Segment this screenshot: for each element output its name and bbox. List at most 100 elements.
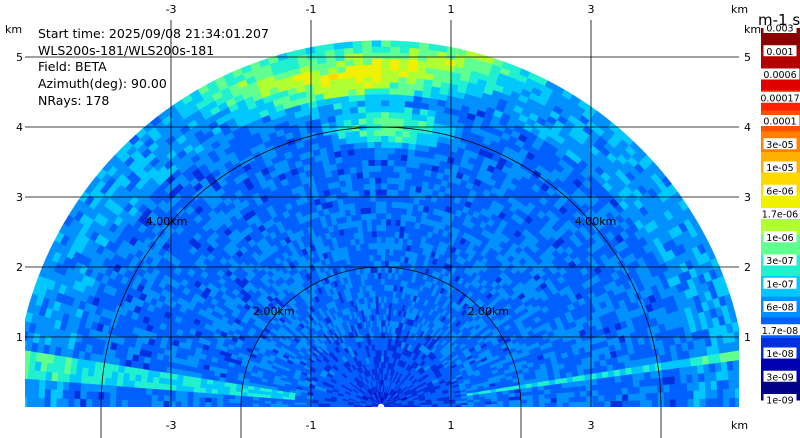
heatmap-cell	[380, 379, 383, 386]
heatmap-cell	[353, 142, 361, 150]
heatmap-cell	[223, 386, 231, 392]
heatmap-cell	[386, 284, 391, 292]
heatmap-cell	[662, 376, 670, 386]
heatmap-cell	[395, 207, 403, 215]
heatmap-cell	[258, 397, 266, 402]
heatmap-cell	[398, 231, 405, 239]
heatmap-cell	[393, 237, 400, 244]
heatmap-cell	[574, 401, 581, 407]
heatmap-cell	[228, 402, 236, 407]
heatmap-cell	[380, 308, 384, 315]
heatmap-cell	[380, 218, 387, 226]
heatmap-cell	[380, 254, 386, 262]
heatmap-cell	[234, 395, 242, 400]
heatmap-cell	[550, 397, 558, 403]
heatmap-cell	[380, 206, 387, 214]
heatmap-cell	[357, 183, 365, 191]
heatmap-cell	[380, 290, 385, 297]
heatmap-cell	[397, 237, 404, 245]
heatmap-cell	[343, 119, 352, 127]
heatmap-cell	[586, 395, 593, 402]
heatmap-cell	[380, 361, 384, 369]
heatmap-cell	[509, 403, 516, 407]
heatmap-cell	[343, 173, 352, 181]
heatmap-cell	[216, 402, 224, 407]
heatmap-cell	[626, 373, 634, 382]
heatmap-cell	[491, 400, 498, 405]
heatmap-cell	[407, 196, 415, 204]
heatmap-cell	[380, 260, 386, 267]
heatmap-cell	[383, 343, 388, 351]
heatmap-cell	[374, 290, 379, 297]
heatmap-cell	[359, 201, 366, 209]
heatmap-cell	[390, 219, 396, 226]
heatmap-cell	[216, 393, 224, 399]
heatmap-cell	[415, 137, 424, 146]
heatmap-cell	[128, 373, 136, 382]
heatmap-cell	[375, 218, 382, 226]
heatmap-cell	[366, 141, 375, 149]
heatmap-cell	[199, 382, 207, 389]
heatmap-cell	[133, 387, 141, 395]
heatmap-cell	[175, 390, 183, 397]
heatmap-cell	[574, 391, 581, 398]
heatmap-cell	[264, 400, 271, 405]
heatmap-cell	[380, 296, 385, 303]
heatmap-cell	[380, 129, 389, 137]
heatmap-cell	[368, 171, 376, 178]
heatmap-cell	[402, 118, 412, 126]
heatmap-cell	[399, 219, 406, 227]
heatmap-cell	[369, 195, 376, 202]
heatmap-cell	[121, 393, 129, 401]
heatmap-cell	[650, 377, 658, 386]
heatmap-cell	[345, 185, 353, 193]
heatmap-cell	[383, 349, 388, 357]
heatmap-cell	[377, 278, 382, 285]
heatmap-cell	[401, 202, 409, 210]
heatmap-cell	[366, 219, 372, 226]
heatmap-cell	[372, 248, 378, 256]
heatmap-cell	[526, 398, 534, 404]
heatmap-cell	[538, 402, 546, 407]
heatmap-cell	[375, 189, 382, 196]
heatmap-cell	[405, 166, 413, 174]
heatmap-cell	[169, 401, 176, 407]
heatmap-cell	[626, 380, 634, 388]
heatmap-cell	[360, 213, 367, 221]
heatmap-cell	[170, 373, 178, 381]
heatmap-cell	[317, 400, 325, 405]
heatmap-cell	[633, 393, 641, 401]
heatmap-cell	[402, 130, 411, 138]
heatmap-cell	[252, 403, 259, 407]
heatmap-cell	[246, 403, 253, 407]
heatmap-cell	[350, 178, 358, 186]
heatmap-cell	[497, 403, 504, 407]
heatmap-cell	[234, 391, 242, 397]
heatmap-cell	[386, 177, 394, 184]
heatmap-cell	[140, 375, 148, 383]
heatmap-cell	[400, 213, 407, 221]
heatmap-cell	[198, 397, 206, 403]
heatmap-cell	[399, 165, 407, 173]
heatmap-cell	[329, 404, 337, 407]
heatmap-cell	[366, 129, 375, 137]
heatmap-cell	[391, 195, 398, 203]
heatmap-cell	[122, 372, 131, 381]
heatmap-cell	[649, 370, 657, 379]
heatmap-cell	[473, 404, 480, 407]
heatmap-cell	[521, 402, 528, 407]
heatmap-cell	[110, 371, 119, 380]
heatmap-cell	[198, 401, 206, 407]
heatmap-cell	[384, 272, 389, 279]
heatmap-cell	[340, 149, 349, 157]
heatmap-cell	[410, 119, 419, 127]
heatmap-cell	[228, 398, 236, 404]
heatmap-cell	[127, 400, 134, 407]
heatmap-cell	[377, 337, 382, 345]
heatmap-cell	[342, 161, 350, 169]
heatmap-cell	[380, 159, 388, 166]
heatmap-cell	[391, 201, 398, 209]
heatmap-cell	[391, 189, 399, 197]
heatmap-cell	[176, 374, 184, 382]
heatmap-cell	[383, 314, 387, 321]
